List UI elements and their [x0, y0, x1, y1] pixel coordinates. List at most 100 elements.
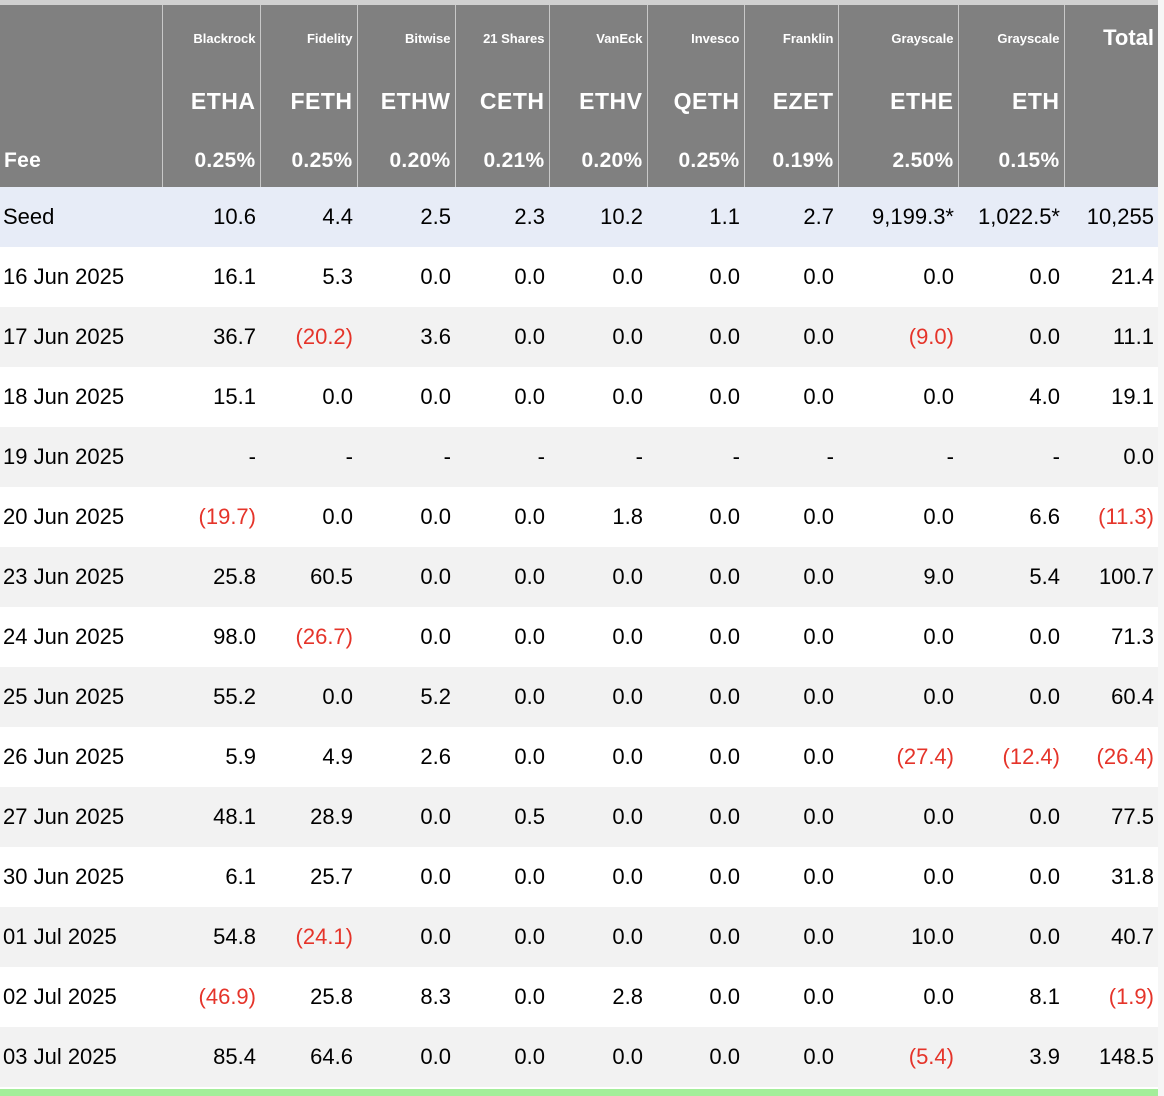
flow-value-cell: 0.0 — [838, 487, 958, 547]
flow-value-cell: 0.0 — [744, 307, 838, 367]
row-date-cell: 30 Jun 2025 — [0, 847, 162, 907]
flow-value-cell: - — [357, 427, 455, 487]
row-date-cell: 18 Jun 2025 — [0, 367, 162, 427]
ticker-header-cell — [0, 67, 162, 127]
fee-header-cell: 0.25% — [259, 127, 357, 187]
flow-value-cell: 0.0 — [455, 547, 549, 607]
flow-value-cell: 0.0 — [744, 607, 838, 667]
flow-value-cell: 2.5 — [357, 187, 455, 247]
provider-header-cell: VanEck — [548, 5, 647, 67]
flow-value-cell: 0.0 — [744, 787, 838, 847]
flow-value-cell: 2.7 — [744, 187, 838, 247]
ticker-header-cell: QETH — [646, 67, 744, 127]
flow-value-cell: 0.0 — [549, 907, 647, 967]
flow-value-cell: (12.4) — [958, 727, 1064, 787]
flow-value-cell: 0.0 — [549, 847, 647, 907]
fee-header-cell — [1063, 127, 1158, 187]
flow-value-cell: 16.1 — [162, 247, 260, 307]
flow-value-cell: 0.0 — [455, 907, 549, 967]
flow-value-cell: 0.0 — [838, 787, 958, 847]
flow-value-cell: - — [162, 427, 260, 487]
fee-label: Fee — [0, 127, 162, 187]
flow-value-cell: 64.6 — [260, 1027, 357, 1087]
table-row: 27 Jun 2025 48.1 28.9 0.0 0.5 0.0 0.0 0.0 0.0 0.0… — [0, 787, 1158, 847]
provider-header-cell: Franklin — [743, 5, 838, 67]
row-date-cell: 23 Jun 2025 — [0, 547, 162, 607]
flow-value-cell: 0.0 — [647, 487, 744, 547]
flow-value-cell: 0.0 — [647, 547, 744, 607]
flow-value-cell: 25.8 — [260, 967, 357, 1027]
ticker-header-cell: ETHA — [161, 67, 260, 127]
flow-value-cell: 0.0 — [260, 487, 357, 547]
flow-value-cell: 0.0 — [647, 727, 744, 787]
table-row: 03 Jul 2025 85.4 64.6 0.0 0.0 0.0 0.0 0.0 (5.4) 3… — [0, 1027, 1158, 1087]
ticker-row: ETHA FETH ETHW CETH ETHV QETH EZET ETHE … — [0, 67, 1158, 127]
flow-value-cell: 0.0 — [455, 367, 549, 427]
flow-value-cell: 0.0 — [357, 787, 455, 847]
flow-value-cell: 2.6 — [357, 727, 455, 787]
flow-value-cell: 9,199.3* — [838, 187, 958, 247]
flow-value-cell: 0.0 — [549, 1027, 647, 1087]
flow-value-cell: - — [744, 427, 838, 487]
row-total-cell: 31.8 — [1064, 847, 1158, 907]
flow-value-cell: 0.0 — [647, 607, 744, 667]
table-row: 30 Jun 2025 6.1 25.7 0.0 0.0 0.0 0.0 0.0 0.0 0.0 3… — [0, 847, 1158, 907]
flow-value-cell: 0.0 — [357, 247, 455, 307]
flow-value-cell: 25.7 — [260, 847, 357, 907]
flow-value-cell: (24.1) — [260, 907, 357, 967]
row-date-cell: 25 Jun 2025 — [0, 667, 162, 727]
flow-value-cell: 0.0 — [958, 307, 1064, 367]
provider-header-cell: Invesco — [646, 5, 744, 67]
flow-value-cell: - — [549, 427, 647, 487]
flow-value-cell: 0.0 — [838, 367, 958, 427]
flow-value-cell: 0.0 — [357, 847, 455, 907]
flow-value-cell: 0.0 — [744, 1027, 838, 1087]
flow-value-cell: 0.0 — [455, 487, 549, 547]
flow-value-cell: 0.0 — [744, 967, 838, 1027]
flow-value-cell: 60.5 — [260, 547, 357, 607]
flow-value-cell: 54.8 — [162, 907, 260, 967]
row-total-cell: 10,255 — [1064, 187, 1158, 247]
flow-value-cell: 3.9 — [958, 1027, 1064, 1087]
flow-value-cell: 0.0 — [744, 727, 838, 787]
table-body: Seed 10.6 4.4 2.5 2.3 10.2 1.1 2.7 9,199.3* 1,022… — [0, 187, 1158, 1087]
row-date-cell: 24 Jun 2025 — [0, 607, 162, 667]
flow-value-cell: 0.0 — [958, 847, 1064, 907]
flow-value-cell: 10.6 — [162, 187, 260, 247]
flow-value-cell: 2.3 — [455, 187, 549, 247]
flow-value-cell: 0.0 — [357, 487, 455, 547]
row-total-cell: (26.4) — [1064, 727, 1158, 787]
ticker-header-cell: ETHE — [837, 67, 958, 127]
flow-value-cell: 6.1 — [162, 847, 260, 907]
flow-value-cell: 4.0 — [958, 367, 1064, 427]
flow-value-cell: 0.0 — [958, 787, 1064, 847]
row-date-cell: 16 Jun 2025 — [0, 247, 162, 307]
flow-value-cell: 0.0 — [744, 367, 838, 427]
flow-value-cell: 0.0 — [455, 847, 549, 907]
flow-value-cell: 0.0 — [744, 667, 838, 727]
flow-value-cell: 0.0 — [357, 907, 455, 967]
flow-value-cell: 15.1 — [162, 367, 260, 427]
flow-value-cell: (5.4) — [838, 1027, 958, 1087]
seed-row: Seed 10.6 4.4 2.5 2.3 10.2 1.1 2.7 9,199.3* 1,022… — [0, 187, 1158, 247]
flow-value-cell: 0.0 — [647, 1027, 744, 1087]
row-total-cell: 19.1 — [1064, 367, 1158, 427]
row-date-cell: 01 Jul 2025 — [0, 907, 162, 967]
flow-value-cell: 48.1 — [162, 787, 260, 847]
flow-value-cell: 0.0 — [744, 247, 838, 307]
table-row: 20 Jun 2025 (19.7) 0.0 0.0 0.0 1.8 0.0 0.0 0.0 6.… — [0, 487, 1158, 547]
provider-header-cell: Grayscale — [957, 5, 1064, 67]
flow-value-cell: 5.9 — [162, 727, 260, 787]
provider-header-cell: Fidelity — [259, 5, 357, 67]
flow-value-cell: 0.0 — [647, 667, 744, 727]
flow-value-cell: - — [647, 427, 744, 487]
flow-value-cell: 0.0 — [838, 847, 958, 907]
flow-value-cell: 0.0 — [455, 727, 549, 787]
flow-value-cell: 0.0 — [647, 247, 744, 307]
flow-value-cell: 4.4 — [260, 187, 357, 247]
row-total-cell: 71.3 — [1064, 607, 1158, 667]
fee-header-cell: 0.25% — [646, 127, 744, 187]
etf-flow-table: Blackrock Fidelity Bitwise 21 Shares Van… — [0, 5, 1158, 1087]
row-total-cell: (11.3) — [1064, 487, 1158, 547]
fee-header-cell: 2.50% — [837, 127, 958, 187]
